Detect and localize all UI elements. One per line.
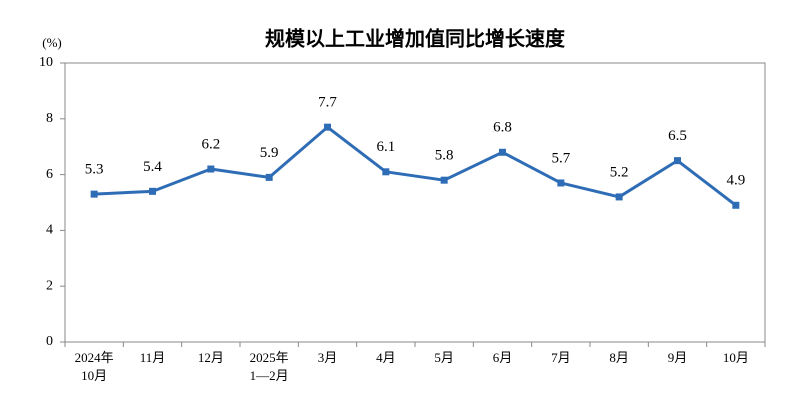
data-label: 5.7 <box>551 150 570 166</box>
y-tick-label: 8 <box>46 111 53 126</box>
data-label: 6.8 <box>493 120 512 136</box>
data-label: 5.3 <box>85 162 104 178</box>
marker <box>90 190 98 198</box>
x-tick-label: 10月 <box>723 350 749 365</box>
plot-frame <box>64 62 766 343</box>
x-tick-label: 4月 <box>376 350 396 365</box>
data-label: 5.4 <box>143 159 162 175</box>
marker <box>732 201 740 209</box>
y-tick-label: 0 <box>46 334 53 349</box>
x-tick-label: 3月 <box>318 350 338 365</box>
x-tick-label: 11月 <box>140 350 166 365</box>
data-label: 5.9 <box>260 145 279 161</box>
x-tick-label: 6月 <box>493 350 513 365</box>
x-tick-label: 9月 <box>668 350 688 365</box>
data-label: 5.2 <box>610 164 629 180</box>
data-label: 7.7 <box>318 95 337 111</box>
y-tick-label: 4 <box>46 223 53 238</box>
marker <box>674 157 681 165</box>
x-tick-label: 12月 <box>198 350 224 365</box>
marker <box>265 173 273 181</box>
y-tick-label: 10 <box>39 55 53 70</box>
marker <box>324 123 331 131</box>
x-tick-label: 8月 <box>609 350 629 365</box>
data-label: 5.8 <box>435 148 454 164</box>
y-axis-label: (%) <box>42 35 62 50</box>
chart-title: 规模以上工业增加值同比增长速度 <box>265 27 566 51</box>
data-label: 6.2 <box>201 136 220 152</box>
data-label: 4.9 <box>726 173 745 189</box>
x-tick-label: 7月 <box>551 350 571 365</box>
marker <box>557 179 565 187</box>
marker <box>382 168 390 176</box>
data-label: 6.1 <box>376 139 395 155</box>
marker <box>615 193 623 201</box>
marker <box>440 176 448 184</box>
marker <box>207 165 215 173</box>
x-tick-label: 5月 <box>434 350 454 365</box>
line <box>94 125 737 207</box>
marker <box>499 148 506 156</box>
marker <box>149 187 156 195</box>
x-tick-label: 2024年 10月 <box>75 350 114 383</box>
y-tick-label: 2 <box>46 278 53 293</box>
data-label: 6.5 <box>668 128 687 144</box>
x-tick-label: 2025年 1—2月 <box>250 350 289 383</box>
y-tick-label: 6 <box>46 167 53 182</box>
